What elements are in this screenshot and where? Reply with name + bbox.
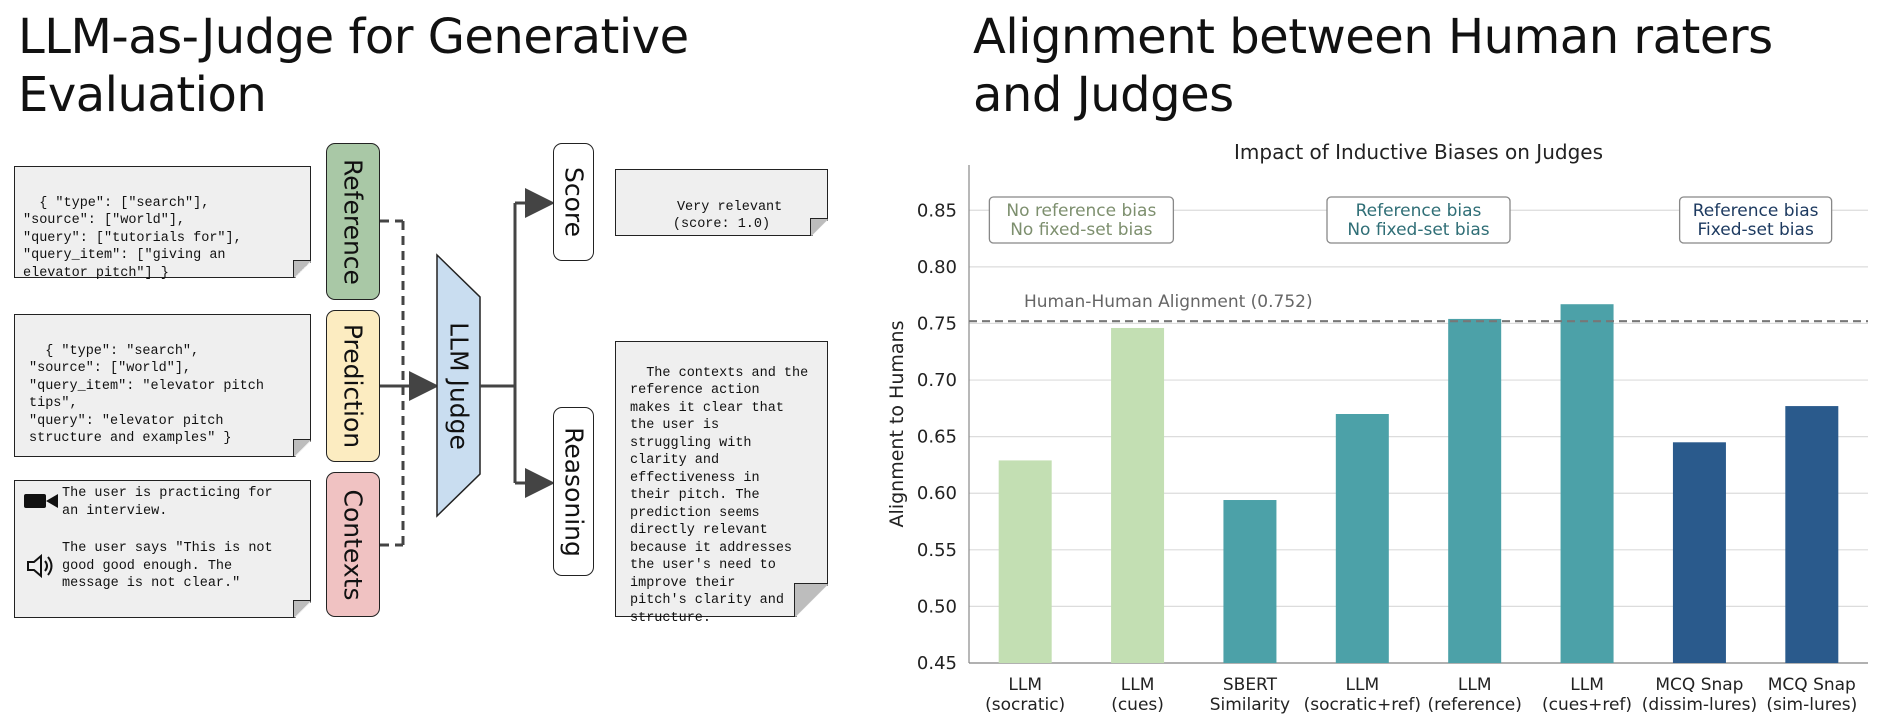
reasoning-label: Reasoning: [559, 426, 588, 557]
bar: [1448, 318, 1502, 663]
right-heading: Alignment between Human raters and Judge…: [973, 9, 1773, 123]
x-tick-label: LLM: [1008, 675, 1042, 695]
reference-pill: Reference: [326, 143, 380, 300]
human-alignment-label: Human-Human Alignment (0.752): [1024, 292, 1313, 312]
x-tick-label: (cues): [1111, 695, 1164, 715]
bar: [998, 460, 1052, 663]
x-tick-label: LLM: [1346, 675, 1380, 695]
reference-note: { "type": ["search"], "source": ["world"…: [14, 166, 312, 281]
note-fold: [293, 439, 311, 457]
note-fold: [810, 218, 828, 236]
video-camera-icon: [24, 494, 58, 508]
annotation-text: No fixed-set bias: [1347, 220, 1489, 240]
llm-judge-label: LLM Judge: [444, 322, 474, 450]
bar: [1111, 327, 1165, 663]
note-fold: [293, 600, 311, 618]
x-tick-label: MCQ Snap: [1655, 675, 1743, 695]
x-tick-label: (cues+ref): [1542, 695, 1632, 715]
score-output-note: Very relevant (score: 1.0): [615, 169, 829, 237]
left-heading: LLM-as-Judge for Generative Evaluation: [18, 9, 689, 123]
prediction-json: { "type": "search", "source": ["world"],…: [29, 343, 264, 447]
prediction-pill: Prediction: [326, 310, 380, 462]
contexts-note: The user is practicing for an interview.…: [14, 480, 312, 619]
annotation-box: [988, 196, 1175, 244]
annotation-text: No reference bias: [1006, 201, 1156, 221]
bar: [1223, 500, 1277, 663]
bar: [1335, 414, 1389, 663]
reasoning-pill: Reasoning: [553, 407, 594, 576]
annotation-text: Reference bias: [1356, 201, 1482, 221]
note-fold: [794, 583, 828, 617]
reasoning-output-note: The contexts and the reference action ma…: [615, 341, 829, 626]
x-tick-label: (reference): [1427, 695, 1521, 715]
x-tick-label: LLM: [1458, 675, 1492, 695]
x-tick-label: (dissim-lures): [1642, 695, 1757, 715]
score-label: Score: [559, 166, 588, 238]
bar: [1785, 406, 1839, 663]
reasoning-output-text: The contexts and the reference action ma…: [630, 365, 809, 626]
contexts-pill: Contexts: [326, 472, 380, 617]
reference-json: { "type": ["search"], "source": ["world"…: [23, 195, 242, 281]
pipeline-connectors: [380, 188, 555, 547]
x-tick-label: Similarity: [1210, 695, 1290, 715]
context-audio-text: The user says "This is not good good eno…: [62, 541, 273, 591]
annotation-box: [1326, 196, 1511, 244]
annotation-text: No fixed-set bias: [1010, 220, 1152, 240]
bar: [1560, 304, 1614, 663]
annotation-box: [1678, 196, 1833, 244]
prediction-note: { "type": "search", "source": ["world"],…: [14, 314, 312, 458]
note-fold: [293, 260, 311, 278]
x-tick-label: SBERT: [1223, 675, 1278, 695]
speaker-icon: [27, 553, 53, 579]
context-video-text: The user is practicing for an interview.: [62, 486, 273, 519]
x-tick-label: LLM: [1121, 675, 1155, 695]
annotation-text: Fixed-set bias: [1697, 220, 1814, 240]
x-tick-label: (socratic): [985, 695, 1065, 715]
x-tick-label: MCQ Snap: [1768, 675, 1856, 695]
chart-title: Impact of Inductive Biases on Judges: [1234, 140, 1603, 164]
score-pill: Score: [553, 143, 594, 261]
x-tick-label: (socratic+ref): [1304, 695, 1421, 715]
annotation-text: Reference bias: [1693, 201, 1819, 221]
llm-judge-shape: [436, 253, 481, 518]
bar: [1672, 442, 1726, 663]
x-tick-label: LLM: [1570, 675, 1604, 695]
score-output-text: Very relevant (score: 1.0): [672, 199, 783, 233]
x-tick-label: (sim-lures): [1766, 695, 1857, 715]
